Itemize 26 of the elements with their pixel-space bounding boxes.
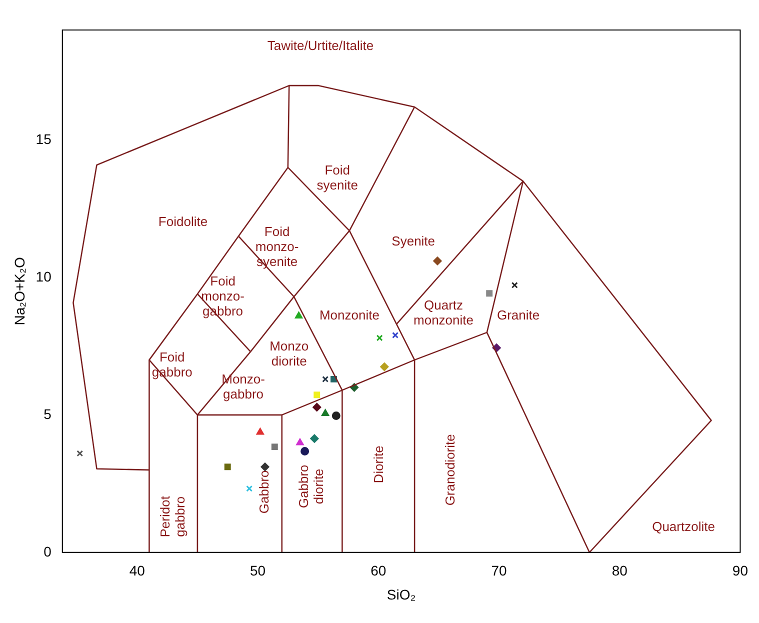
annotation: Quartzolite xyxy=(652,519,715,534)
annotation: Foidolite xyxy=(158,214,208,230)
x-tick-label: 40 xyxy=(129,562,146,579)
annotation: Monzonite xyxy=(319,308,380,323)
x-tick-label: 90 xyxy=(732,562,748,579)
y-tick-label: 15 xyxy=(36,130,52,147)
y-tick-label: 5 xyxy=(44,406,52,422)
annotation: Diorite xyxy=(371,446,386,484)
x-tick-label: 80 xyxy=(612,562,628,579)
annotation: Quartz monzonite xyxy=(414,297,474,328)
annotation: Granite xyxy=(496,308,540,323)
y-tick-label: 10 xyxy=(36,268,52,284)
annotation: Gabbro xyxy=(256,470,272,514)
annotation: Foid syenite xyxy=(316,162,358,193)
x-tick-label: 70 xyxy=(491,562,507,579)
annotation: Granodiorite xyxy=(442,434,458,506)
y-tick-label: 0 xyxy=(44,543,52,560)
annotation: Gabbro diorite xyxy=(296,464,326,508)
annotation: Peridot gabbro xyxy=(157,496,188,538)
annotation: Monzo diorite xyxy=(270,338,309,369)
x-axis-title: SiO₂ xyxy=(386,586,416,602)
x-tick-label: 60 xyxy=(370,562,386,579)
annotation: Syenite xyxy=(392,233,436,248)
x-tick-label: 50 xyxy=(250,562,266,579)
annotation: Tawite/Urtite/Italite xyxy=(267,38,374,54)
y-axis-title: Na₂O+K₂O xyxy=(11,257,28,326)
